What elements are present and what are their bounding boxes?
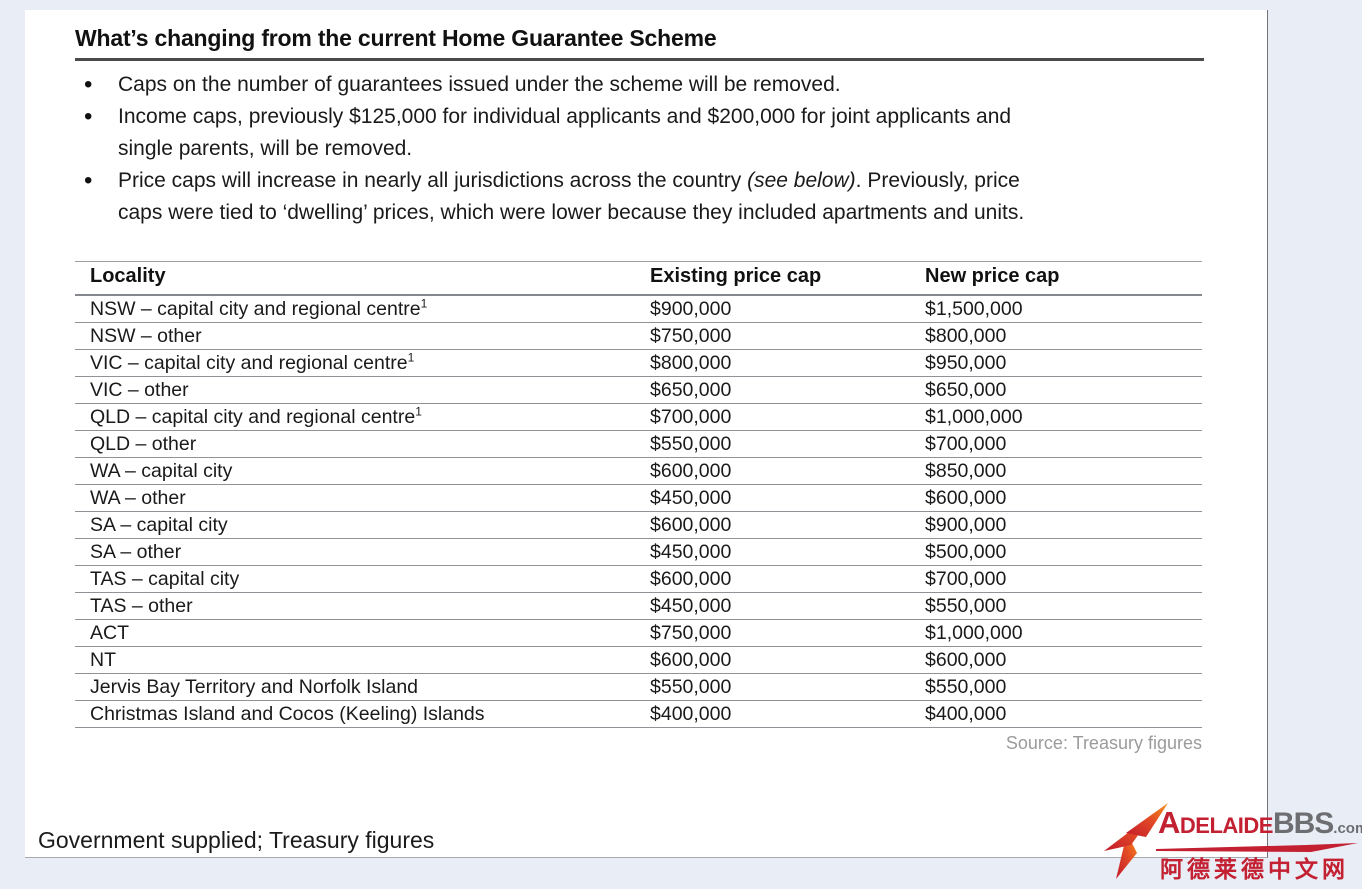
new-price-cell: $500,000 <box>925 538 1202 566</box>
table-row: WA – other $450,000 $600,000 <box>75 484 1202 512</box>
locality-cell: NT <box>75 646 650 674</box>
existing-price-cell: $800,000 <box>650 349 925 377</box>
new-price-cell: $1,500,000 <box>925 295 1202 323</box>
table-row: QLD – other $550,000 $700,000 <box>75 430 1202 458</box>
table-row: TAS – capital city $600,000 $700,000 <box>75 565 1202 593</box>
document-body: What’s changing from the current Home Gu… <box>25 10 1267 754</box>
locality-cell: SA – other <box>75 538 650 566</box>
locality-cell: TAS – capital city <box>75 565 650 593</box>
bullet-item: Price caps will increase in nearly all j… <box>75 165 1068 229</box>
adelaidebbs-logo: AdelaideBBS.com 阿德莱德中文网 <box>1098 793 1362 885</box>
table-header-row: Locality Existing price cap New price ca… <box>75 261 1202 296</box>
new-price-cell: $600,000 <box>925 646 1202 674</box>
locality-cell: NSW – other <box>75 322 650 350</box>
new-price-cell: $850,000 <box>925 457 1202 485</box>
existing-price-cell: $600,000 <box>650 457 925 485</box>
table-row: NT $600,000 $600,000 <box>75 646 1202 674</box>
header-locality: Locality <box>75 261 650 296</box>
table-row: SA – capital city $600,000 $900,000 <box>75 511 1202 539</box>
existing-price-cell: $600,000 <box>650 565 925 593</box>
new-price-cell: $550,000 <box>925 592 1202 620</box>
table-row: ACT $750,000 $1,000,000 <box>75 619 1202 647</box>
locality-cell: QLD – other <box>75 430 650 458</box>
new-price-cell: $600,000 <box>925 484 1202 512</box>
existing-price-cell: $750,000 <box>650 619 925 647</box>
new-price-cell: $700,000 <box>925 430 1202 458</box>
footnote-marker: 1 <box>415 404 422 419</box>
table-row: SA – other $450,000 $500,000 <box>75 538 1202 566</box>
table-row: VIC – capital city and regional centre1 … <box>75 349 1202 377</box>
table-row: TAS – other $450,000 $550,000 <box>75 592 1202 620</box>
new-price-cell: $650,000 <box>925 376 1202 404</box>
locality-cell: SA – capital city <box>75 511 650 539</box>
new-price-cell: $950,000 <box>925 349 1202 377</box>
locality-cell: Christmas Island and Cocos (Keeling) Isl… <box>75 700 650 728</box>
footnote-marker: 1 <box>407 350 415 365</box>
new-price-cell: $800,000 <box>925 322 1202 350</box>
brand-com: .com <box>1333 820 1362 837</box>
bullet-item: Income caps, previously $125,000 for ind… <box>75 101 1068 165</box>
table-row: Christmas Island and Cocos (Keeling) Isl… <box>75 700 1202 728</box>
brand-wordmark: AdelaideBBS.com <box>1158 805 1362 841</box>
existing-price-cell: $750,000 <box>650 322 925 350</box>
document-title: What’s changing from the current Home Gu… <box>75 25 1204 61</box>
document-panel: What’s changing from the current Home Gu… <box>25 10 1268 858</box>
locality-cell: WA – other <box>75 484 650 512</box>
existing-price-cell: $550,000 <box>650 430 925 458</box>
table-row: WA – capital city $600,000 $850,000 <box>75 457 1202 485</box>
locality-cell: WA – capital city <box>75 457 650 485</box>
table-row: VIC – other $650,000 $650,000 <box>75 376 1202 404</box>
new-price-cell: $700,000 <box>925 565 1202 593</box>
table-row: NSW – other $750,000 $800,000 <box>75 322 1202 350</box>
locality-cell: Jervis Bay Territory and Norfolk Island <box>75 673 650 701</box>
source-text: Source: Treasury figures <box>1005 733 1202 753</box>
locality-cell: QLD – capital city and regional centre1 <box>75 403 650 431</box>
arrow-swoosh-icon <box>1104 803 1168 879</box>
existing-price-cell: $600,000 <box>650 511 925 539</box>
table-row: NSW – capital city and regional centre1 … <box>75 295 1202 323</box>
existing-price-cell: $450,000 <box>650 538 925 566</box>
locality-cell: VIC – other <box>75 376 650 404</box>
bullet-list: Caps on the number of guarantees issued … <box>75 69 1204 229</box>
locality-cell: ACT <box>75 619 650 647</box>
table-row: Jervis Bay Territory and Norfolk Island … <box>75 673 1202 701</box>
brand-bbs: BBS <box>1272 807 1334 840</box>
locality-cell: VIC – capital city and regional centre1 <box>75 349 650 377</box>
locality-cell: NSW – capital city and regional centre1 <box>75 295 650 323</box>
existing-price-cell: $600,000 <box>650 646 925 674</box>
new-price-cell: $900,000 <box>925 511 1202 539</box>
header-new-price-cap: New price cap <box>925 261 1202 296</box>
table-row: QLD – capital city and regional centre1 … <box>75 403 1202 431</box>
footnote-marker: 1 <box>420 296 428 311</box>
existing-price-cell: $550,000 <box>650 673 925 701</box>
new-price-cell: $400,000 <box>925 700 1202 728</box>
existing-price-cell: $900,000 <box>650 295 925 323</box>
header-existing-price-cap: Existing price cap <box>650 261 925 296</box>
brand-adelaide: Adelaide <box>1158 805 1273 840</box>
new-price-cell: $550,000 <box>925 673 1202 701</box>
existing-price-cell: $400,000 <box>650 700 925 728</box>
locality-cell: TAS – other <box>75 592 650 620</box>
brand-chinese-name: 阿德莱德中文网 <box>1160 856 1349 882</box>
price-cap-table: Locality Existing price cap New price ca… <box>75 261 1202 728</box>
underline-swoosh-icon <box>1156 843 1358 852</box>
existing-price-cell: $450,000 <box>650 484 925 512</box>
new-price-cell: $1,000,000 <box>925 619 1202 647</box>
existing-price-cell: $450,000 <box>650 592 925 620</box>
existing-price-cell: $650,000 <box>650 376 925 404</box>
bullet-item: Caps on the number of guarantees issued … <box>75 69 1068 101</box>
caption-text: Government supplied; Treasury figures <box>38 827 435 853</box>
new-price-cell: $1,000,000 <box>925 403 1202 431</box>
existing-price-cell: $700,000 <box>650 403 925 431</box>
